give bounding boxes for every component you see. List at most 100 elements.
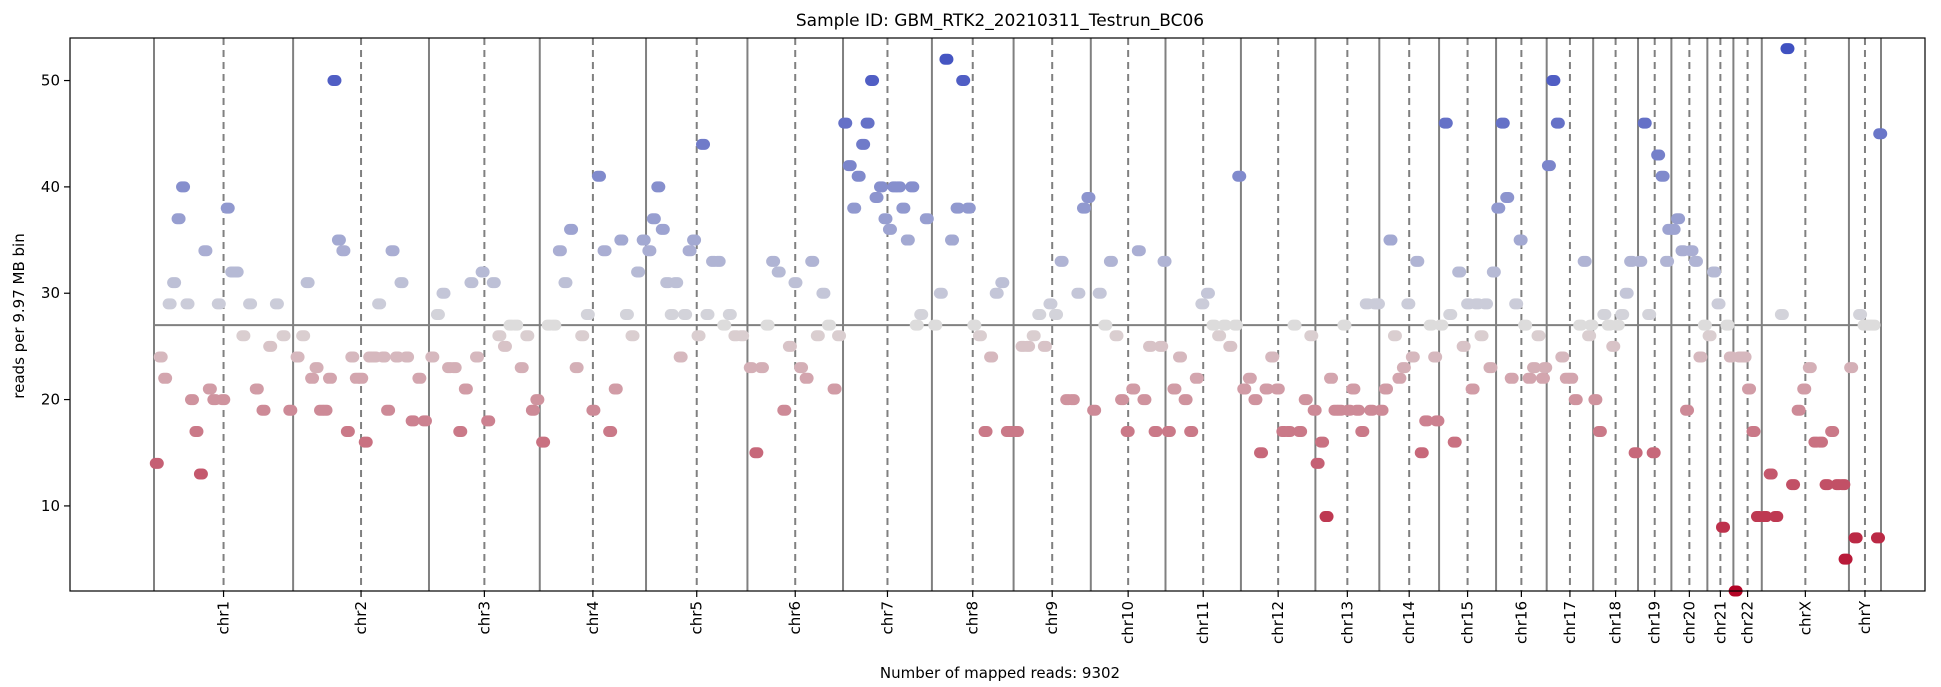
x-tick-label: chr15: [1459, 601, 1477, 644]
data-point: [1651, 149, 1666, 161]
data-point: [564, 223, 579, 235]
data-point: [1223, 340, 1238, 352]
data-point: [1281, 425, 1296, 437]
data-point: [874, 181, 889, 193]
data-point: [381, 404, 396, 416]
x-tick-label: chr19: [1646, 601, 1664, 644]
data-point: [1582, 330, 1597, 342]
data-point: [945, 234, 960, 246]
data-point: [345, 351, 360, 363]
data-point: [249, 383, 264, 395]
data-point: [1310, 457, 1325, 469]
data-point: [436, 287, 451, 299]
data-point: [1588, 394, 1603, 406]
data-point: [1232, 170, 1247, 182]
data-point: [1364, 404, 1379, 416]
data-point: [1509, 298, 1524, 310]
data-point: [696, 138, 711, 150]
data-point: [1242, 372, 1257, 384]
data-point: [754, 362, 769, 374]
data-point: [1081, 192, 1096, 204]
data-point: [989, 287, 1004, 299]
data-point: [340, 425, 355, 437]
data-point: [1486, 266, 1501, 278]
chart-title: Sample ID: GBM_RTK2_20210311_Testrun_BC0…: [796, 11, 1204, 31]
data-point: [1021, 340, 1036, 352]
data-point: [1646, 447, 1661, 459]
data-point: [1392, 372, 1407, 384]
data-point: [669, 277, 684, 289]
data-point: [869, 192, 884, 204]
data-point: [1671, 213, 1686, 225]
data-point: [1337, 319, 1352, 331]
plot-area: 10 20 30 40 50 chr1 chr2 chr3 chr4 chr5 chr6 chr7 ch…: [41, 37, 1926, 644]
data-point: [184, 394, 199, 406]
data-point: [1043, 298, 1058, 310]
data-point: [202, 383, 217, 395]
data-point: [842, 160, 857, 172]
data-point: [1660, 255, 1675, 267]
data-point: [1642, 309, 1657, 320]
data-point: [631, 266, 646, 278]
data-point: [149, 457, 164, 469]
data-point: [1346, 383, 1361, 395]
data-point: [552, 245, 567, 257]
data-point: [860, 117, 875, 129]
data-point: [1405, 351, 1420, 363]
data-point: [1259, 383, 1274, 395]
data-point: [486, 277, 501, 289]
data-point: [1819, 479, 1834, 491]
data-point: [878, 213, 893, 225]
data-point: [1684, 245, 1699, 257]
data-point: [591, 170, 606, 182]
data-point: [1769, 511, 1784, 523]
data-point: [1615, 309, 1630, 320]
data-point: [390, 351, 405, 363]
data-point: [176, 181, 191, 193]
data-point: [1825, 425, 1840, 437]
data-point: [1414, 447, 1429, 459]
data-point: [664, 309, 679, 320]
data-point: [900, 234, 915, 246]
data-point: [766, 255, 781, 267]
data-point: [405, 415, 420, 427]
y-tick-label: 50: [41, 72, 60, 90]
data-point: [1866, 319, 1881, 331]
data-point: [1848, 532, 1863, 544]
data-point: [1873, 128, 1888, 140]
data-point: [1195, 298, 1210, 310]
x-tick-label: chr12: [1269, 601, 1287, 644]
data-point: [1189, 372, 1204, 384]
data-point: [470, 351, 485, 363]
data-point: [1434, 319, 1449, 331]
data-point: [1092, 287, 1107, 299]
data-point: [1495, 117, 1510, 129]
data-point: [1774, 309, 1789, 320]
data-point: [1538, 362, 1553, 374]
data-point: [1606, 340, 1621, 352]
data-point: [1178, 394, 1193, 406]
x-tick-label: chr7: [878, 601, 896, 634]
data-point: [263, 340, 278, 352]
data-point: [1167, 383, 1182, 395]
data-point: [509, 319, 524, 331]
x-tick-label: chr14: [1400, 601, 1418, 644]
data-point: [1254, 447, 1269, 459]
x-tick-label: chr21: [1711, 601, 1729, 644]
data-point: [847, 202, 862, 214]
data-point: [636, 234, 651, 246]
data-point: [305, 372, 320, 384]
data-point: [967, 319, 982, 331]
data-point: [1350, 404, 1365, 416]
data-point: [914, 309, 929, 320]
data-point: [216, 394, 231, 406]
data-point: [673, 351, 688, 363]
x-tick-label: chr9: [1043, 601, 1061, 634]
data-point: [558, 277, 573, 289]
data-point: [514, 362, 529, 374]
data-point: [1838, 553, 1853, 565]
data-point: [167, 277, 182, 289]
x-tick-label: chrX: [1796, 601, 1814, 635]
data-point: [256, 404, 271, 416]
